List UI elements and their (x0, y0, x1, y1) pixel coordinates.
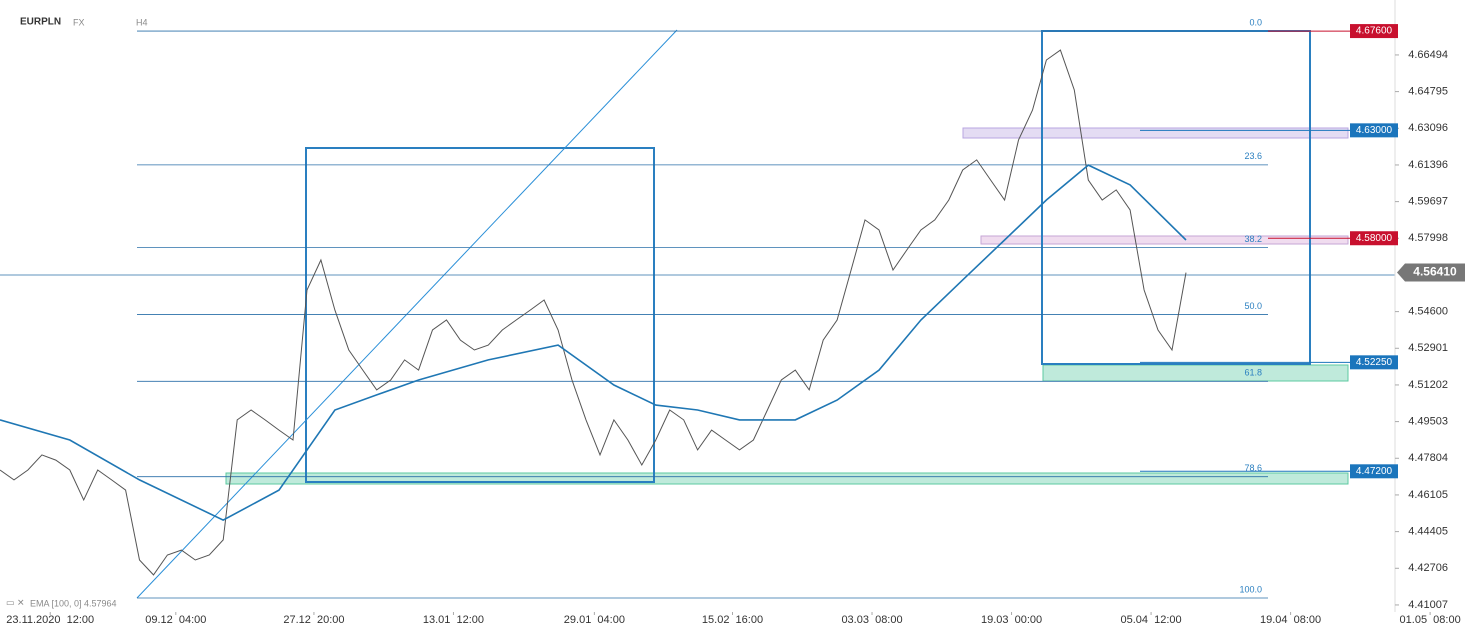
price-badge (1350, 355, 1398, 370)
price-badge-label: 4.58000 (1356, 233, 1393, 244)
range-box (305, 147, 655, 483)
fib-label: 38.2 (1244, 234, 1262, 244)
y-tick-label: 4.46105 (1408, 489, 1448, 501)
price-badge (1350, 231, 1398, 246)
y-tick-label: 4.49503 (1408, 416, 1448, 428)
x-tick-label: 23.11.2020 12:00 (6, 614, 94, 626)
x-tick-label: 13.01 12:00 (423, 614, 484, 626)
price-badge (1350, 24, 1398, 39)
y-tick-label: 4.47804 (1408, 452, 1448, 464)
y-tick-label: 4.41007 (1408, 599, 1448, 611)
x-tick-label: 27.12 20:00 (283, 614, 344, 626)
indicator-legend: EMA [100, 0] 4.57964 (30, 598, 117, 608)
legend-icons: ▭ ✕ (6, 597, 25, 607)
fib-label: 50.0 (1244, 301, 1262, 311)
x-tick-label: 03.03 08:00 (841, 614, 902, 626)
y-tick-label: 4.61396 (1408, 159, 1448, 171)
price-line (0, 49, 1187, 576)
market: FX (73, 17, 85, 27)
x-tick-label: 29.01 04:00 (564, 614, 625, 626)
resistance-zone (980, 235, 1349, 245)
price-badge-label: 4.63000 (1356, 125, 1393, 136)
y-tick-label: 4.52901 (1408, 342, 1448, 354)
ema-line (0, 164, 1187, 521)
fib-label: 23.6 (1244, 151, 1262, 161)
y-tick-label: 4.59697 (1408, 196, 1448, 208)
fib-label: 61.8 (1244, 368, 1262, 378)
x-tick-label: 01.05 08:00 (1400, 614, 1461, 626)
y-tick-label: 4.64795 (1408, 86, 1448, 98)
price-badge-label: 4.52250 (1356, 357, 1393, 368)
resistance-zone (962, 127, 1349, 139)
x-tick-label: 09.12 04:00 (145, 614, 206, 626)
current-price-label: 4.56410 (1413, 265, 1457, 279)
price-badge (1350, 464, 1398, 479)
x-tick-label: 15.02 16:00 (702, 614, 763, 626)
support-zone (1042, 364, 1349, 382)
y-tick-label: 4.63096 (1408, 122, 1448, 134)
fib-label: 78.6 (1244, 463, 1262, 473)
price-badge (1350, 123, 1398, 138)
fib-label: 0.0 (1249, 17, 1262, 27)
price-badge-label: 4.67600 (1356, 26, 1393, 37)
trend-line (136, 29, 678, 599)
price-badge-label: 4.47200 (1356, 466, 1393, 477)
support-zone (225, 472, 1349, 485)
interval: H4 (136, 17, 148, 27)
y-tick-label: 4.54600 (1408, 306, 1448, 318)
symbol: EURPLN (20, 17, 61, 28)
x-tick-label: 19.03 00:00 (981, 614, 1042, 626)
x-tick-label: 19.04 08:00 (1260, 614, 1321, 626)
x-tick-label: 05.04 12:00 (1120, 614, 1181, 626)
current-price-badge (1397, 263, 1465, 282)
fib-label: 100.0 (1239, 584, 1262, 594)
y-tick-label: 4.66494 (1408, 49, 1448, 61)
y-tick-label: 4.44405 (1408, 526, 1448, 538)
y-tick-label: 4.42706 (1408, 562, 1448, 574)
y-tick-label: 4.57998 (1408, 232, 1448, 244)
y-tick-label: 4.51202 (1408, 379, 1448, 391)
